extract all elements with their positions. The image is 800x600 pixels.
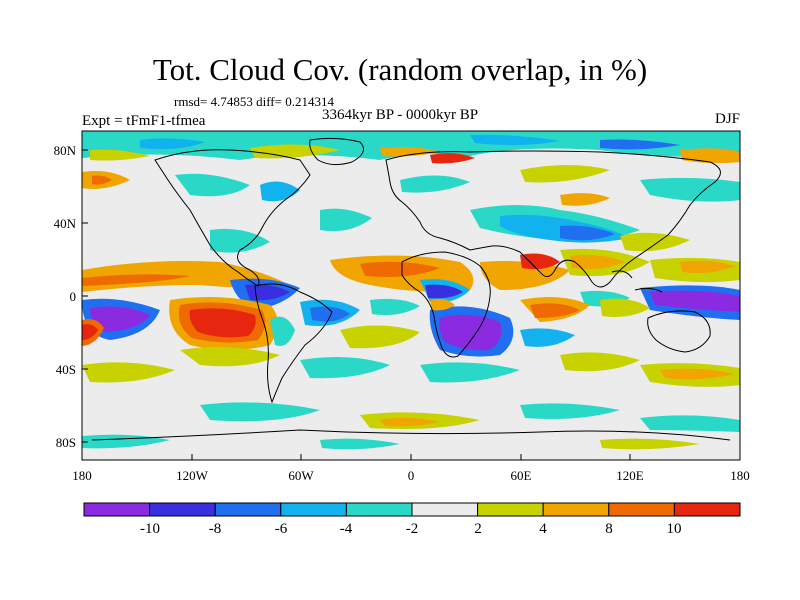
stats-label: rmsd= 4.74853 diff= 0.214314	[174, 94, 334, 109]
lat-label: 80N	[54, 143, 77, 158]
coastlines	[91, 137, 731, 441]
lat-label: 0	[70, 289, 77, 304]
experiment-label: Expt = tFmF1-tfmea	[82, 113, 206, 129]
lon-label: 120E	[616, 468, 644, 483]
longitude-labels: 180 120W 60W 0 60E 120E 180	[72, 468, 750, 483]
map-title: Tot. Cloud Cov. (random overlap, in %)	[152, 52, 648, 87]
colorbar-swatch	[673, 502, 741, 517]
lon-label: 60E	[511, 468, 532, 483]
colorbar-label: -10	[140, 521, 160, 537]
latitude-labels: 80N 40N 0 40S 80S	[54, 143, 77, 450]
axis-ticks	[81, 149, 741, 460]
period-label: 3364kyr BP - 0000kyr BP	[322, 107, 479, 123]
lat-label: 40N	[54, 216, 77, 231]
colorbar-swatch	[214, 502, 282, 517]
colorbar-swatch	[345, 502, 413, 517]
colorbar-label: -8	[209, 521, 222, 537]
colorbar-swatch	[83, 502, 151, 517]
season-label: DJF	[714, 111, 740, 127]
lon-label: 60W	[288, 468, 314, 483]
colorbar-labels: -10 -8 -6 -4 -2 2 4 8 10	[140, 521, 682, 537]
colorbar-label: 10	[667, 521, 682, 537]
colorbar-label: -4	[340, 521, 353, 537]
colorbar-label: 2	[474, 521, 482, 537]
colorbar-label: -2	[406, 521, 419, 537]
map-panel: 80N 40N 0 40S 80S 180 120W 60W 0 60E 120…	[54, 130, 750, 483]
anomaly-field	[82, 131, 740, 460]
colorbar-swatch	[149, 502, 216, 517]
colorbar-label: -6	[275, 521, 288, 537]
colorbar-swatch	[542, 502, 610, 517]
lat-label: 40S	[56, 362, 76, 377]
colorbar-swatch	[477, 502, 544, 517]
colorbar-label: 4	[539, 521, 547, 537]
colorbar-swatch	[280, 502, 347, 517]
lat-label: 80S	[56, 435, 76, 450]
colorbar-swatch	[608, 502, 675, 517]
colorbar-label: 8	[605, 521, 613, 537]
lon-label: 0	[408, 468, 415, 483]
colorbar: -10 -8 -6 -4 -2 2 4 8 10	[83, 502, 741, 537]
colorbar-swatch	[411, 502, 479, 517]
lon-label: 180	[72, 468, 92, 483]
lon-label: 120W	[176, 468, 209, 483]
lon-label: 180	[730, 468, 750, 483]
colorbar-boxes	[83, 502, 741, 517]
